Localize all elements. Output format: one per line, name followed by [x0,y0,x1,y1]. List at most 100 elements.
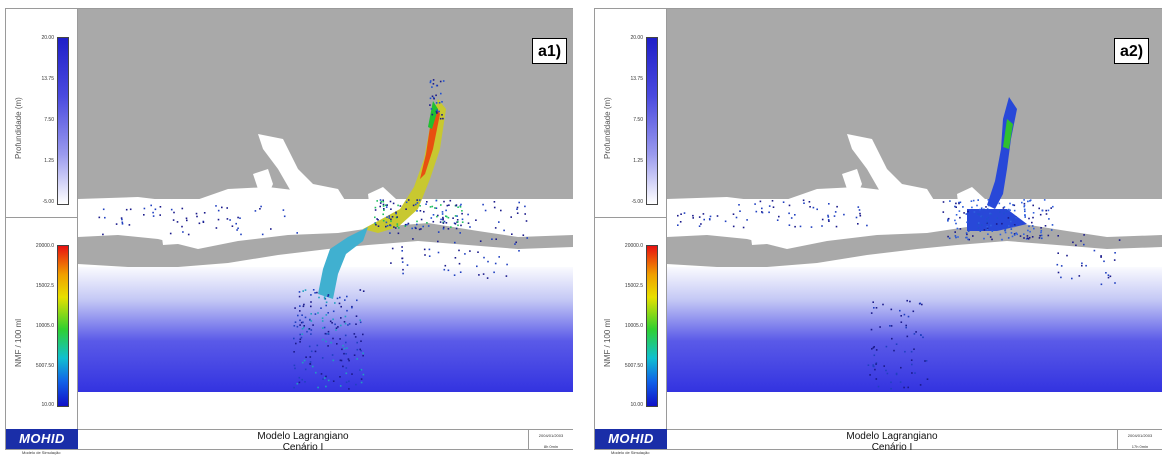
particle [738,204,740,206]
particle [339,359,342,362]
particle [360,378,363,380]
particle [458,249,460,252]
particle [405,201,408,204]
particle [425,203,427,205]
particle [460,203,462,206]
particle [1016,233,1018,236]
particle [382,213,384,216]
particle [1066,254,1068,257]
particle [340,359,343,362]
particle [434,207,436,209]
map-view[interactable] [78,9,573,429]
particle [1100,283,1103,286]
particle [185,217,188,220]
conc-tick: 20000.0 [624,243,643,249]
particle [344,315,347,318]
particle [445,215,447,217]
particle [261,233,264,236]
particle [102,208,105,211]
particle [1023,205,1025,208]
particle [1029,199,1032,201]
particle [1004,229,1006,232]
particle [345,341,347,344]
particle [455,204,457,207]
particle [388,215,390,217]
particle [348,380,350,383]
particle [924,360,926,362]
particle [346,309,348,312]
particle [482,273,485,275]
particle [301,378,303,381]
particle [989,236,992,238]
particle [377,225,380,227]
particle [329,320,332,323]
particle [1029,230,1031,233]
particle [986,226,989,228]
particle [385,225,387,228]
particle [315,371,317,374]
particle [325,314,328,316]
particle [986,221,988,223]
particle [996,217,999,219]
particle [337,326,339,328]
particle [436,215,438,218]
particle [836,205,838,208]
particle [1118,239,1121,241]
map-view[interactable] [667,9,1162,429]
particle [983,208,985,211]
particle [802,199,805,202]
particle [493,201,496,203]
particle [461,221,464,223]
particle [1039,234,1041,237]
particle [226,218,229,220]
particle [431,113,434,116]
particle [987,233,989,235]
particle [360,340,362,342]
particle [809,206,811,208]
particle [947,235,949,238]
particle [397,204,399,207]
particle [398,227,400,229]
particle [293,337,295,340]
particle [759,200,762,203]
particle [339,376,341,378]
particle [334,302,336,304]
particle [430,217,433,219]
particle [683,212,686,214]
particle [500,209,502,212]
particle [301,328,304,330]
particle [347,358,350,360]
particle [312,289,315,291]
particle [386,216,388,218]
logo-subtitle: Modelo de Simulação [611,450,650,455]
particle [309,319,311,321]
particle [1041,237,1043,240]
particle [890,387,892,390]
particle [181,225,183,228]
particle [296,232,298,234]
particle [900,366,902,369]
particle [1011,235,1014,238]
particle [1050,207,1052,209]
particle [293,386,295,389]
particle [355,383,357,386]
particle [454,241,456,244]
particle [343,321,346,323]
particle [304,316,307,319]
particle [121,221,124,224]
particle [420,228,422,230]
particle [1028,225,1030,228]
particle [332,318,334,321]
particle [516,212,519,214]
particle [431,95,434,98]
particle [322,338,324,341]
particle [505,275,508,277]
particle [891,337,893,340]
particle [254,210,257,212]
particle [828,203,830,205]
particle [987,216,990,219]
particle [467,213,469,216]
particle [1023,208,1026,211]
particle [871,348,873,350]
particle [1026,237,1029,239]
